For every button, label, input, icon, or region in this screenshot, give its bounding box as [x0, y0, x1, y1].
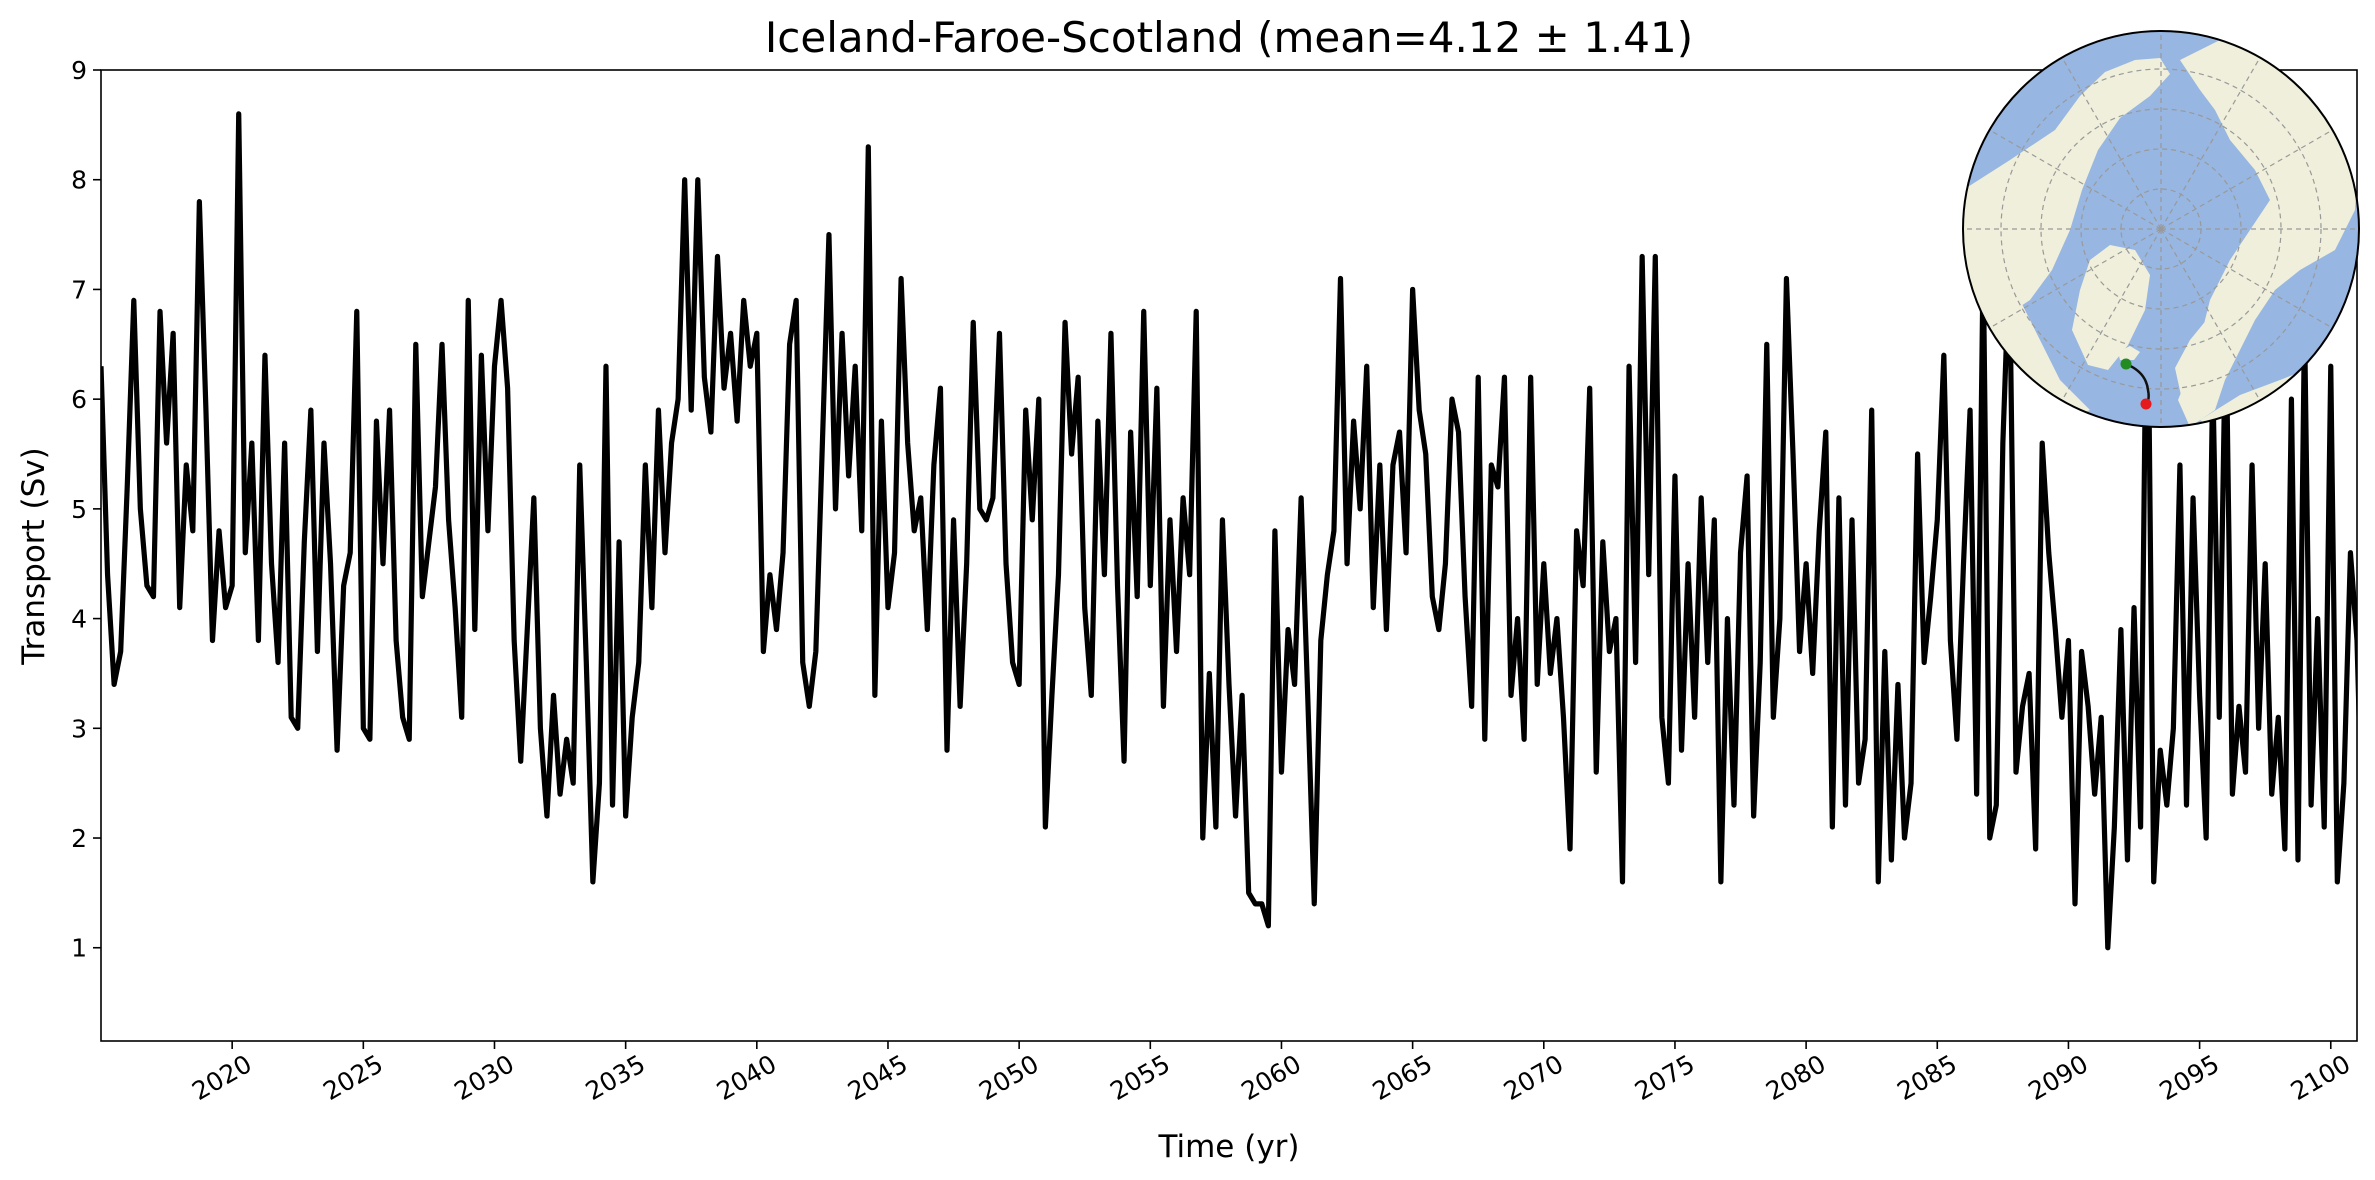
- x-tick-label: 2095: [2155, 1049, 2225, 1106]
- y-tick-label: 2: [71, 824, 87, 853]
- x-tick-label: 2075: [1630, 1049, 1700, 1106]
- y-tick-label: 9: [71, 56, 87, 85]
- x-tick-label: 2060: [1236, 1049, 1306, 1106]
- x-tick-label: 2025: [318, 1049, 388, 1106]
- y-tick-label: 7: [71, 275, 87, 304]
- x-tick-label: 2100: [2286, 1049, 2356, 1106]
- y-tick-label: 5: [71, 495, 87, 524]
- plot-frame: [100, 69, 2358, 1042]
- y-axis-label: Transport (Sv): [16, 447, 52, 666]
- y-tick-label: 8: [71, 166, 87, 195]
- graticule-meridian: [2160, 228, 2335, 330]
- x-tick-label: 2080: [1761, 1049, 1831, 1106]
- section-end-marker: [2140, 398, 2152, 410]
- graticule-meridian: [2160, 55, 2262, 230]
- graticule-meridian: [1987, 228, 2162, 330]
- x-tick-label: 2045: [843, 1049, 913, 1106]
- chart-title: Iceland-Faroe-Scotland (mean=4.12 ± 1.41…: [765, 13, 1693, 62]
- x-tick-label: 2050: [974, 1049, 1044, 1106]
- graticule-meridian: [2160, 128, 2335, 230]
- y-tick-label: 1: [71, 934, 87, 963]
- y-axis: 1 2 3 4 5 6 7 8 9: [71, 56, 101, 963]
- land-north-america: [1963, 58, 2170, 320]
- x-tick-label: 2035: [581, 1049, 651, 1106]
- graticule-parallel: [2000, 68, 2322, 390]
- x-tick-label: 2090: [2023, 1049, 2093, 1106]
- inset-globe-map: [1962, 30, 2360, 428]
- y-tick-label: 4: [71, 605, 87, 634]
- x-axis: 2020 2025 2030 2035 2040 2045 2050 2055 2060 2065…: [187, 1041, 2355, 1106]
- x-tick-label: 2020: [187, 1049, 257, 1106]
- section-start-marker: [2120, 358, 2132, 370]
- x-tick-label: 2055: [1105, 1049, 1175, 1106]
- graticule-parallel: [2080, 148, 2242, 310]
- y-tick-label: 3: [71, 714, 87, 743]
- land-greenland: [2072, 245, 2150, 370]
- x-tick-label: 2030: [449, 1049, 519, 1106]
- x-tick-label: 2070: [1499, 1049, 1569, 1106]
- graticule-meridian: [1987, 128, 2162, 230]
- graticule-meridian: [2060, 55, 2162, 230]
- plot-area: [100, 69, 2358, 1042]
- x-tick-label: 2065: [1368, 1049, 1438, 1106]
- x-tick-label: 2085: [1892, 1049, 1962, 1106]
- series-line-0: [101, 111, 2357, 951]
- x-axis-label: Time (yr): [1158, 1129, 1300, 1165]
- globe-outline: [1962, 30, 2360, 428]
- graticule-meridian: [2160, 228, 2262, 403]
- x-tick-label: 2040: [712, 1049, 782, 1106]
- land-iceland: [2118, 346, 2140, 360]
- y-tick-label: 6: [71, 385, 87, 414]
- graticule-meridian: [2060, 228, 2162, 403]
- globe-graticule: [1963, 31, 2359, 427]
- line-layer: [101, 111, 2357, 951]
